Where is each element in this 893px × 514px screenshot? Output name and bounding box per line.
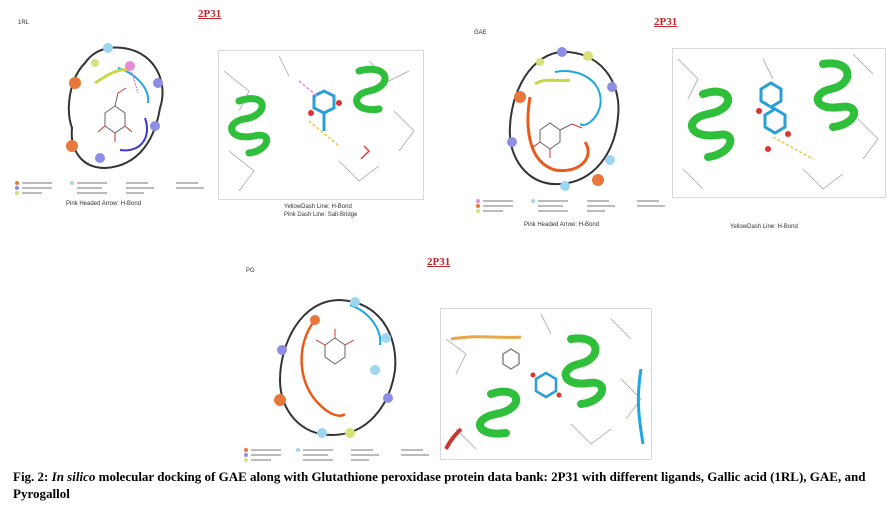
view3d-caption-saltbridge: Pink Dash Line: Salt-Bridge bbox=[284, 212, 358, 218]
caption-label: Fig. 2: bbox=[13, 469, 52, 484]
structure-3d-view bbox=[218, 50, 424, 200]
interaction-diagram-2d bbox=[507, 47, 620, 191]
legend bbox=[476, 199, 665, 213]
pdb-title: 2P31 bbox=[198, 8, 222, 20]
pdb-title: 2P31 bbox=[654, 16, 678, 28]
structure-3d-view bbox=[440, 308, 652, 460]
interaction-diagram-2d bbox=[274, 297, 397, 438]
legend-caption: Pink Headed Arrow: H-Bond bbox=[524, 222, 600, 228]
legend-caption: Pink Headed Arrow: H-Bond bbox=[66, 201, 142, 207]
view3d-caption-hbond: YellowDash Line: H-Bond bbox=[730, 224, 798, 230]
interaction-diagram-2d bbox=[66, 43, 164, 170]
ligand-label: GAE bbox=[474, 30, 487, 36]
caption-italic: In silico bbox=[51, 469, 96, 484]
caption-text: molecular docking of GAE along with Glut… bbox=[13, 469, 866, 501]
legend bbox=[15, 181, 204, 195]
ligand-label: 1RL bbox=[18, 20, 30, 26]
ligand-label: PG bbox=[246, 268, 255, 274]
view3d-caption-hbond: YellowDash Line: H-Bond bbox=[284, 204, 352, 210]
figure-caption: Fig. 2: In silico molecular docking of G… bbox=[13, 468, 883, 502]
legend bbox=[244, 448, 429, 462]
structure-3d-view bbox=[672, 48, 886, 198]
pdb-title: 2P31 bbox=[427, 256, 451, 268]
